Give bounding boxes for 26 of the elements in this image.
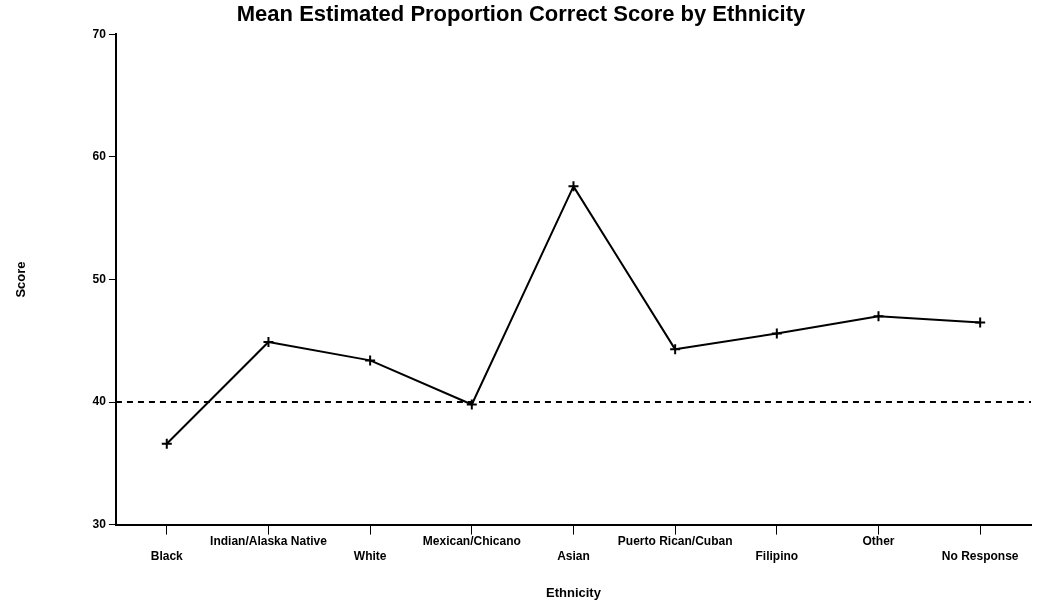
y-tick-label: 50 [92, 271, 107, 286]
point [364, 354, 377, 367]
point [465, 398, 478, 411]
x-tick-label: Filipino [755, 548, 799, 563]
point [770, 327, 783, 340]
y-tick-label: 60 [92, 149, 107, 164]
x-tick-label: Puerto Rican/Cuban [617, 534, 733, 549]
x-tick-label: Other [862, 534, 895, 549]
x-tick-label: White [353, 548, 387, 563]
point [872, 310, 885, 323]
x-tick-label: Indian/Alaska Native [210, 534, 328, 549]
y-tick-label: 30 [92, 516, 107, 531]
x-axis-title: Ethnicity [546, 584, 602, 600]
chart-title: Mean Estimated Proportion Correct Score by Ethnicity [236, 1, 806, 27]
point [974, 316, 987, 329]
x-tick-label: Asian [557, 548, 590, 563]
x-tick-label: Mexican/Chicano [422, 534, 521, 549]
y-axis-title: Score [13, 261, 29, 298]
point [669, 343, 682, 356]
point [262, 336, 275, 348]
x-tick-label: Black [150, 548, 184, 563]
y-tick-label: 70 [92, 26, 107, 41]
y-tick-label: 40 [92, 394, 107, 409]
x-tick-label: No Response [941, 548, 1019, 563]
point [567, 180, 580, 193]
point [160, 437, 173, 450]
